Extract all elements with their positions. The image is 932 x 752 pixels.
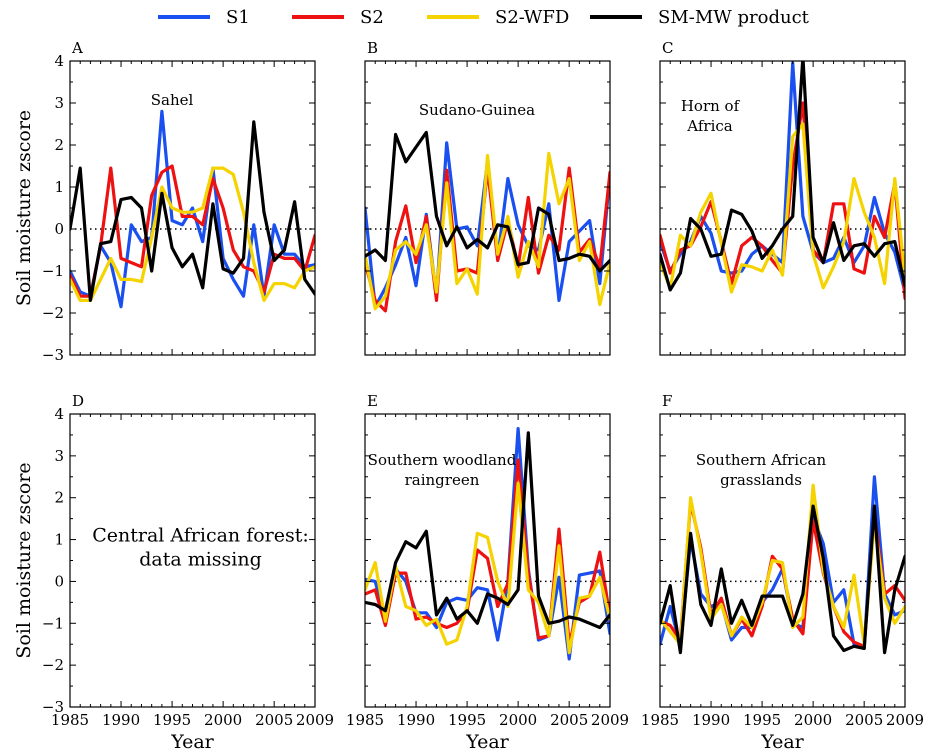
legend-entry-sm-mw: SM-MW product (590, 7, 810, 28)
x-axis-label: Year (170, 731, 214, 752)
y-axis-label: Soil moisture zscore (13, 462, 35, 658)
x-tick-label: 1985 (346, 711, 384, 729)
y-tick-label: 0 (54, 572, 64, 590)
y-tick-label: 1 (54, 531, 64, 549)
legend-entry-s2: S2 (292, 7, 384, 28)
x-tick-label: 2009 (591, 711, 629, 729)
series-group (660, 61, 905, 300)
y-tick-label: 2 (54, 136, 64, 154)
panel-letter: C (662, 39, 673, 57)
y-axis-label: Soil moisture zscore (13, 110, 35, 306)
legend-label-s2: S2 (360, 7, 384, 28)
y-tick-label: −3 (42, 698, 64, 716)
series-group (70, 109, 315, 309)
legend-label-s1: S1 (226, 7, 250, 28)
series-group (365, 427, 610, 661)
x-tick-label: 1990 (397, 711, 435, 729)
panel-annotation: Sudano-Guinea (419, 101, 535, 119)
series-line-sm-mw-product (70, 120, 315, 302)
series-line-sm-mw-product (365, 431, 610, 630)
panel-letter: E (367, 392, 378, 410)
x-axis-label: Year (465, 731, 509, 752)
x-tick-label: 1985 (51, 711, 89, 729)
panel-annotation: raingreen (405, 471, 480, 489)
panel-letter: F (662, 392, 672, 410)
x-tick-label: 1990 (692, 711, 730, 729)
legend-label-s2-wfd: S2-WFD (495, 7, 569, 28)
series-line-s1 (365, 427, 610, 661)
series-line-s1 (70, 109, 315, 309)
x-tick-label: 1990 (102, 711, 140, 729)
y-tick-label: 0 (54, 220, 64, 238)
y-tick-label: 1 (54, 178, 64, 196)
x-tick-label: 1985 (641, 711, 679, 729)
x-tick-label: 2000 (794, 711, 832, 729)
x-tick-label: 1995 (448, 711, 486, 729)
x-tick-label: 2000 (204, 711, 242, 729)
panel-annotation: Southern woodland (368, 451, 517, 469)
y-tick-label: −2 (42, 304, 64, 322)
x-axis-label: Year (760, 731, 804, 752)
legend-entry-s2-wfd: S2-WFD (427, 7, 569, 28)
x-tick-label: 2005 (550, 711, 588, 729)
panel-letter: A (71, 39, 83, 57)
y-tick-label: −1 (42, 262, 64, 280)
panel-d: −3 −2 −1 0 1 2 3 4 1985 1990 1995 2000 2005 2009 D Cent… (13, 392, 334, 752)
y-tick-label: −3 (42, 346, 64, 364)
panel-annotation: Horn of (681, 97, 741, 115)
series-line-s2-wfd (365, 151, 610, 311)
y-tick-label: −2 (42, 656, 64, 674)
x-tick-label: 1995 (743, 711, 781, 729)
series-line-sm-mw-product (365, 130, 610, 273)
legend: S1 S2 S2-WFD SM-MW product (158, 7, 810, 28)
legend-label-sm-mw: SM-MW product (658, 7, 810, 28)
y-tick-label: 4 (54, 405, 64, 423)
panel-letter: B (367, 39, 378, 57)
series-line-s2 (70, 164, 315, 298)
x-tick-label: 2005 (845, 711, 883, 729)
y-tick-label: 4 (54, 52, 64, 70)
y-tick-label: −1 (42, 614, 64, 632)
x-tick-label: 1995 (153, 711, 191, 729)
panel-annotation: grasslands (720, 471, 802, 489)
panel-b: B Sudano-Guinea (364, 39, 611, 356)
series-line-sm-mw-product (660, 504, 905, 655)
panel-letter: D (72, 392, 84, 410)
panel-annotation: Sahel (151, 91, 194, 109)
panel-annotation: Africa (686, 117, 732, 135)
panel-a: −3 −2 −1 0 1 2 3 4A Sahel Soil moisture zscore (13, 39, 316, 364)
series-group (365, 130, 610, 313)
y-tick-label: 3 (54, 447, 64, 465)
y-tick-label: 2 (54, 489, 64, 507)
panel-c: C Horn of Africa (659, 39, 906, 356)
series-line-s2-wfd (70, 166, 315, 302)
legend-entry-s1: S1 (158, 7, 250, 28)
panel-annotation: Southern African (696, 451, 827, 469)
x-tick-label: 2005 (255, 711, 293, 729)
series-group (660, 475, 905, 655)
series-line-s2-wfd (365, 481, 610, 655)
x-tick-label: 2009 (886, 711, 924, 729)
missing-data-note: data missing (139, 549, 262, 571)
series-line-s2-wfd (660, 122, 905, 294)
panel-f: 1985 1990 1995 2000 2005 2009 F Southern Africa… (641, 392, 924, 752)
x-tick-label: 2009 (296, 711, 334, 729)
x-tick-label: 2000 (499, 711, 537, 729)
series-line-sm-mw-product (660, 61, 905, 292)
panel-e: 1985 1990 1995 2000 2005 2009 E Southern woodla… (346, 392, 629, 752)
y-tick-label: 3 (54, 94, 64, 112)
missing-data-note: Central African forest: (92, 525, 309, 547)
